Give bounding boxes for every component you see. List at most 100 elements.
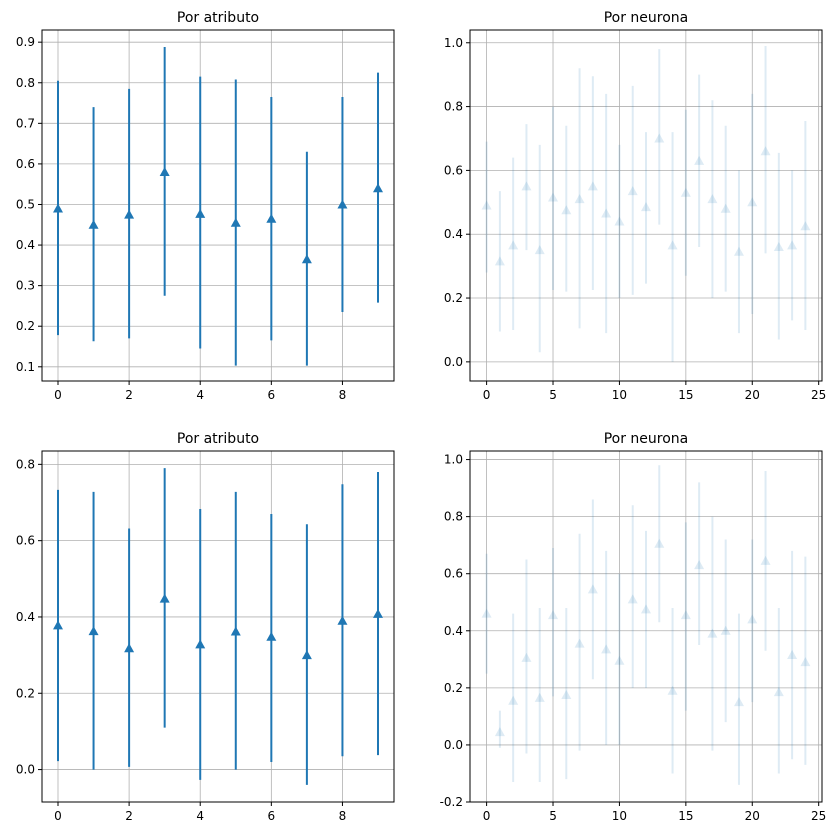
data-point-marker xyxy=(587,584,598,594)
chart-title: Por atributo xyxy=(177,10,259,26)
x-tick-label: 25 xyxy=(811,388,826,402)
data-point-marker xyxy=(53,203,63,213)
y-tick-label: 0.2 xyxy=(16,319,35,333)
y-tick-label: 0.2 xyxy=(444,681,463,695)
data-point-marker xyxy=(627,594,638,604)
y-tick-label: -0.2 xyxy=(440,795,463,809)
y-tick-label: 0.8 xyxy=(16,76,35,90)
data-point-marker xyxy=(680,610,691,620)
data-point-marker xyxy=(159,593,170,603)
data-point-marker xyxy=(601,644,612,654)
data-point-marker xyxy=(733,697,744,707)
data-point-marker xyxy=(654,538,665,548)
data-point-marker xyxy=(508,695,519,705)
data-point-marker xyxy=(707,194,718,204)
y-tick-label: 0.0 xyxy=(444,738,463,752)
data-point-marker xyxy=(230,217,241,227)
data-point-marker xyxy=(641,202,651,212)
chart-title: Por neurona xyxy=(604,431,689,447)
data-point-marker xyxy=(680,187,691,197)
x-tick-label: 0 xyxy=(483,809,491,823)
data-point-marker xyxy=(337,615,348,625)
y-tick-label: 0.6 xyxy=(444,567,463,581)
y-tick-label: 0.4 xyxy=(444,624,463,638)
data-point-marker xyxy=(481,608,492,618)
x-tick-label: 15 xyxy=(678,809,693,823)
chart-title: Por atributo xyxy=(177,431,259,447)
y-tick-label: 0.0 xyxy=(444,355,463,369)
data-point-marker xyxy=(601,208,612,218)
data-point-marker xyxy=(124,643,135,653)
chart-title: Por neurona xyxy=(604,10,689,26)
y-tick-label: 0.7 xyxy=(16,116,35,130)
x-tick-label: 10 xyxy=(612,388,627,402)
data-point-marker xyxy=(800,657,811,667)
x-tick-label: 15 xyxy=(678,388,693,402)
x-tick-label: 8 xyxy=(339,809,347,823)
x-tick-label: 2 xyxy=(125,809,133,823)
chart-panel-4: 0 5 10 15 20 25 -0.2 0.0 0.2 0.4 0.6 0.8 1.0 Por neur… xyxy=(440,431,827,823)
x-tick-label: 25 xyxy=(811,809,826,823)
data-point-marker xyxy=(627,186,638,196)
data-point-marker xyxy=(53,620,63,630)
x-tick-label: 6 xyxy=(268,388,276,402)
x-tick-label: 2 xyxy=(125,388,133,402)
data-point-marker xyxy=(301,650,312,660)
y-tick-label: 0.8 xyxy=(444,510,463,524)
data-point-marker xyxy=(760,555,771,565)
x-tick-label: 10 xyxy=(612,809,627,823)
x-tick-label: 20 xyxy=(745,388,760,402)
data-point-marker xyxy=(773,241,784,251)
data-point-marker xyxy=(373,183,383,193)
data-point-marker xyxy=(760,146,771,156)
y-tick-label: 0.9 xyxy=(16,35,35,49)
data-point-marker xyxy=(667,685,678,695)
axes-frame xyxy=(469,450,823,803)
chart-panel-3: 0 2 4 6 8 0.0 0.2 0.4 0.6 0.8 Por atributo xyxy=(16,431,395,823)
data-point-marker xyxy=(787,650,798,660)
data-point-marker xyxy=(521,652,532,662)
x-tick-label: 8 xyxy=(339,388,347,402)
data-point-marker xyxy=(266,631,277,641)
y-tick-label: 1.0 xyxy=(444,453,463,467)
data-point-marker xyxy=(88,219,99,229)
data-point-marker xyxy=(508,240,519,250)
data-point-marker xyxy=(667,240,678,250)
x-tick-label: 5 xyxy=(549,809,557,823)
y-tick-label: 0.2 xyxy=(444,291,463,305)
data-point-marker xyxy=(481,200,492,210)
x-tick-label: 20 xyxy=(745,809,760,823)
x-tick-label: 6 xyxy=(268,809,276,823)
data-point-marker xyxy=(230,626,241,636)
data-point-marker xyxy=(521,181,532,191)
x-tick-label: 5 xyxy=(549,388,557,402)
data-point-marker xyxy=(195,639,206,649)
y-tick-label: 0.8 xyxy=(444,100,463,114)
data-point-marker xyxy=(373,608,383,618)
x-tick-label: 0 xyxy=(54,388,62,402)
data-point-marker xyxy=(548,610,559,620)
x-tick-label: 0 xyxy=(483,388,491,402)
data-point-marker xyxy=(587,181,598,191)
y-tick-label: 0.4 xyxy=(16,238,35,252)
data-point-marker xyxy=(614,216,625,226)
data-point-marker xyxy=(88,626,99,636)
data-point-marker xyxy=(561,689,572,699)
y-tick-label: 0.6 xyxy=(444,163,463,177)
data-point-marker xyxy=(641,604,651,614)
data-point-marker xyxy=(787,240,798,250)
data-point-marker xyxy=(747,614,758,624)
data-point-marker xyxy=(614,655,625,665)
data-point-marker xyxy=(747,197,758,207)
data-point-marker xyxy=(494,727,505,737)
y-tick-label: 0.4 xyxy=(16,610,35,624)
axes-frame xyxy=(469,29,823,382)
data-point-marker xyxy=(574,638,585,648)
x-tick-label: 0 xyxy=(54,809,62,823)
y-tick-label: 0.4 xyxy=(444,227,463,241)
chart-panel-2: 0 5 10 15 20 25 0.0 0.2 0.4 0.6 0.8 1.0 Por neurona xyxy=(444,10,826,402)
data-point-marker xyxy=(159,167,170,177)
y-tick-label: 0.6 xyxy=(16,534,35,548)
data-point-marker xyxy=(720,625,731,635)
